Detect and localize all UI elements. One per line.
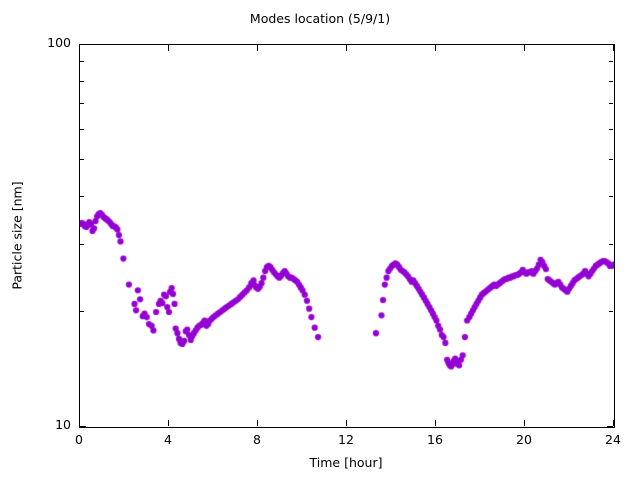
axis-tick-mark bbox=[257, 45, 258, 51]
axis-tick-mark bbox=[80, 159, 84, 160]
y-axis-label: Particle size [nm] bbox=[9, 181, 25, 290]
axis-tick-mark bbox=[346, 45, 347, 51]
plot-area bbox=[79, 44, 615, 428]
axis-tick-mark bbox=[607, 426, 613, 427]
axis-tick-mark bbox=[609, 61, 613, 62]
axis-tick-mark bbox=[609, 159, 613, 160]
axis-tick-mark bbox=[346, 420, 347, 426]
axis-tick-mark bbox=[435, 420, 436, 426]
axis-tick-mark bbox=[607, 44, 613, 45]
axis-tick-mark bbox=[80, 311, 84, 312]
axis-tick-mark bbox=[609, 81, 613, 82]
x-axis-label: Time [hour] bbox=[309, 455, 383, 470]
axis-tick-mark bbox=[80, 44, 86, 45]
x-tick-label: 16 bbox=[427, 432, 443, 447]
axis-tick-mark bbox=[80, 129, 84, 130]
axis-tick-mark bbox=[80, 103, 84, 104]
axis-tick-mark bbox=[609, 129, 613, 130]
axis-tick-mark bbox=[80, 426, 86, 427]
y-tick-label: 10 bbox=[55, 417, 71, 432]
x-tick-label: 4 bbox=[164, 432, 172, 447]
axis-tick-mark bbox=[80, 61, 84, 62]
x-tick-label: 24 bbox=[605, 432, 621, 447]
axis-tick-mark bbox=[609, 196, 613, 197]
x-tick-label: 8 bbox=[253, 432, 261, 447]
axis-tick-mark bbox=[79, 45, 80, 51]
scatter-plot-canvas bbox=[80, 45, 614, 427]
y-tick-label: 100 bbox=[47, 35, 71, 50]
axis-tick-mark bbox=[80, 196, 84, 197]
axis-tick-mark bbox=[168, 420, 169, 426]
axis-tick-mark bbox=[613, 45, 614, 51]
axis-tick-mark bbox=[79, 420, 80, 426]
axis-tick-mark bbox=[609, 311, 613, 312]
axis-tick-mark bbox=[257, 420, 258, 426]
axis-tick-mark bbox=[80, 81, 84, 82]
axis-tick-mark bbox=[524, 420, 525, 426]
chart-title: Modes location (5/9/1) bbox=[249, 11, 391, 26]
axis-tick-mark bbox=[613, 420, 614, 426]
x-tick-label: 12 bbox=[338, 432, 354, 447]
x-tick-label: 20 bbox=[516, 432, 532, 447]
axis-tick-mark bbox=[168, 45, 169, 51]
axis-tick-mark bbox=[524, 45, 525, 51]
axis-tick-mark bbox=[609, 244, 613, 245]
axis-tick-mark bbox=[609, 103, 613, 104]
axis-tick-mark bbox=[80, 244, 84, 245]
axis-tick-mark bbox=[435, 45, 436, 51]
x-tick-label: 0 bbox=[75, 432, 83, 447]
